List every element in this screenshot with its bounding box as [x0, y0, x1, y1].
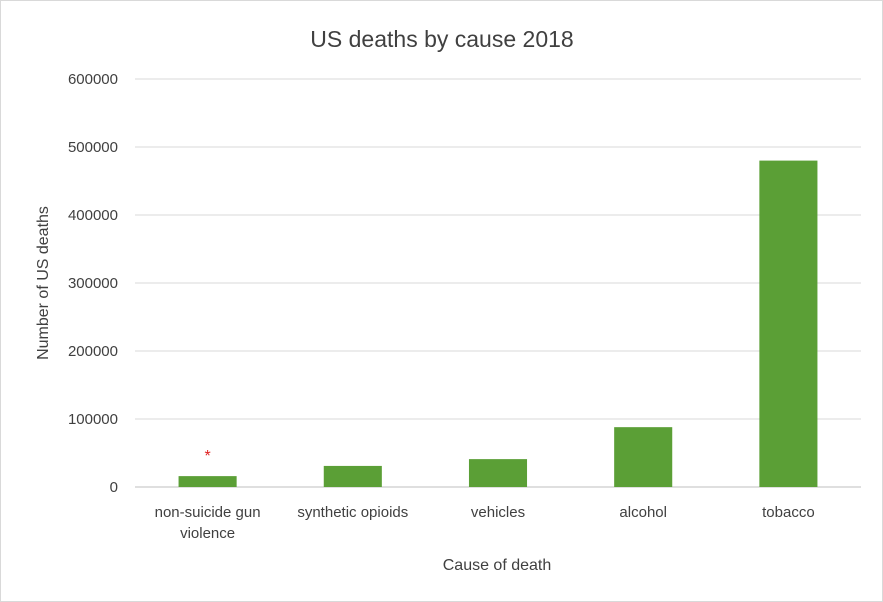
y-tick-label: 500000 [68, 139, 118, 156]
asterisk-annotation: * [204, 448, 210, 465]
x-tick-label: violence [180, 525, 235, 542]
y-tick-label: 600000 [68, 71, 118, 88]
x-tick-label: synthetic opioids [297, 504, 408, 521]
x-tick-label: vehicles [471, 504, 525, 521]
gridlines [135, 78, 861, 488]
x-tick-label: tobacco [762, 504, 815, 521]
bar [759, 160, 818, 487]
chart-title: US deaths by cause 2018 [310, 26, 573, 52]
y-tick-label: 300000 [68, 275, 118, 292]
x-tick-label: non-suicide gun [155, 504, 261, 521]
y-tick-label: 400000 [68, 207, 118, 224]
bar [614, 427, 673, 487]
bar [178, 476, 237, 487]
bar [323, 465, 382, 487]
x-tick-label: alcohol [619, 504, 667, 521]
x-axis-categories: non-suicide gun violence synthetic opioids… [155, 504, 815, 542]
y-tick-label: 100000 [68, 411, 118, 428]
y-axis-ticks: 0 100000 200000 300000 400000 500000 600000 [68, 71, 118, 496]
bar [468, 459, 528, 487]
bars [178, 160, 818, 487]
y-tick-label: 200000 [68, 343, 118, 360]
y-tick-label: 0 [110, 479, 118, 496]
x-axis-label: Cause of death [443, 557, 552, 574]
y-axis-label: Number of US deaths [35, 206, 52, 360]
annotations: * [204, 448, 210, 465]
